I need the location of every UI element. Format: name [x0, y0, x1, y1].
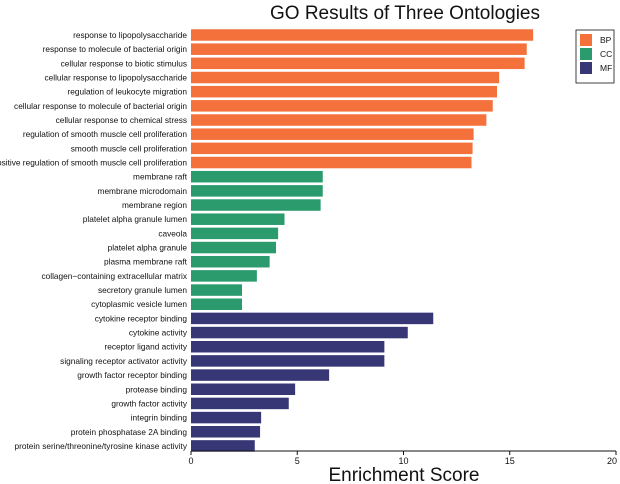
category-label: cytokine receptor binding — [95, 313, 188, 323]
bar-cc — [191, 185, 323, 197]
legend: BP CC MF — [575, 29, 615, 84]
legend-label-mf: MF — [600, 63, 612, 73]
category-label: signaling receptor activator activity — [60, 356, 188, 366]
bar-cc — [191, 241, 276, 254]
bar-cc — [191, 255, 270, 268]
category-label: platelet alpha granule lumen — [83, 214, 188, 224]
category-label: regulation of leukocyte migration — [68, 87, 188, 97]
category-label: response to molecule of bacterial origin — [43, 44, 188, 54]
category-labels-layer: response to lipopolysaccharide response t… — [0, 30, 188, 451]
bar-mf — [191, 440, 255, 452]
bar-cc — [191, 270, 257, 282]
x-axis: 0 5 10 15 20 — [188, 450, 617, 466]
x-tick-label: 5 — [295, 456, 300, 466]
category-label: regulation of smooth muscle cell prolife… — [23, 129, 188, 139]
x-tick-label: 15 — [505, 456, 515, 466]
category-label: cellular response to lipopolysaccharide — [44, 73, 187, 83]
bar-bp — [191, 100, 493, 112]
category-label: cytoplasmic vesicle lumen — [91, 299, 187, 309]
category-label: cellular response to chemical stress — [56, 115, 187, 125]
bar-bp — [191, 156, 472, 169]
x-axis-title: Enrichment Score — [328, 465, 479, 484]
bar-cc — [191, 170, 323, 183]
legend-label-bp: BP — [600, 35, 612, 45]
bar-bp — [191, 142, 473, 155]
category-label: receptor ligand activity — [104, 342, 187, 352]
category-label: cellular response to molecule of bacteri… — [14, 101, 187, 111]
bar-mf — [191, 369, 330, 381]
legend-swatch-cc — [580, 48, 592, 60]
category-label: cytokine activity — [129, 328, 188, 338]
category-label: cellular response to biotic stimulus — [61, 58, 187, 68]
bar-bp — [191, 85, 497, 98]
bar-cc — [191, 298, 242, 310]
bar-mf — [191, 326, 408, 339]
category-label: protease binding — [126, 384, 188, 394]
category-label: protein phosphatase 2A binding — [71, 427, 188, 437]
legend-swatch-mf — [580, 62, 592, 74]
chart-title: GO Results of Three Ontologies — [270, 3, 540, 24]
category-label: positive regulation of smooth muscle cel… — [0, 158, 187, 168]
bar-mf — [191, 426, 261, 438]
category-label: membrane microdomain — [98, 186, 188, 196]
bar-bp — [191, 29, 534, 41]
bar-mf — [191, 383, 296, 395]
legend-swatch-bp — [580, 34, 592, 46]
bar-mf — [191, 355, 385, 367]
category-label: platelet alpha granule — [108, 243, 188, 253]
legend-items: BP CC MF — [580, 34, 612, 74]
bar-bp — [191, 128, 474, 140]
bar-cc — [191, 199, 321, 211]
category-label: smooth muscle cell proliferation — [71, 143, 188, 153]
x-tick-label: 20 — [607, 456, 617, 466]
bars-layer — [191, 29, 534, 452]
bar-mf — [191, 340, 385, 353]
bar-bp — [191, 57, 525, 70]
bar-bp — [191, 43, 527, 55]
bar-mf — [191, 411, 262, 424]
bar-bp — [191, 71, 500, 84]
bar-mf — [191, 397, 289, 410]
category-label: caveola — [158, 228, 187, 238]
category-label: growth factor receptor binding — [77, 370, 187, 380]
category-label: membrane raft — [133, 172, 188, 182]
bar-bp — [191, 114, 487, 126]
category-label: growth factor activity — [111, 398, 187, 408]
category-label: response to lipopolysaccharide — [73, 30, 187, 40]
bar-cc — [191, 213, 285, 225]
category-label: plasma membrane raft — [104, 257, 188, 267]
bar-cc — [191, 227, 279, 240]
bar-cc — [191, 284, 242, 296]
x-tick-label: 10 — [398, 456, 408, 466]
category-label: protein serine/threonine/tyrosine kinase… — [15, 441, 188, 451]
x-tick-label: 0 — [188, 456, 193, 466]
legend-label-cc: CC — [600, 49, 612, 59]
category-label: membrane region — [122, 200, 187, 210]
category-label: integrin binding — [131, 413, 188, 423]
bar-mf — [191, 312, 434, 325]
category-label: secretory granule lumen — [98, 285, 187, 295]
category-label: collagen−containing extracellular matrix — [41, 271, 187, 281]
